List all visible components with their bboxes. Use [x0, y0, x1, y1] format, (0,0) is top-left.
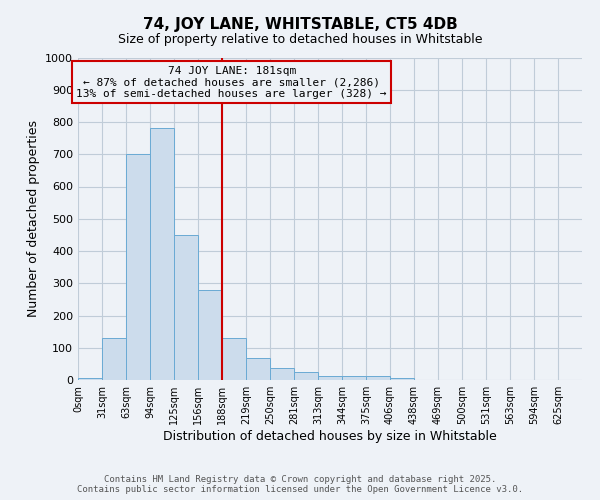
- Bar: [102, 338, 126, 380]
- Bar: [270, 368, 294, 380]
- Bar: [150, 128, 174, 380]
- Bar: [294, 372, 318, 380]
- X-axis label: Distribution of detached houses by size in Whitstable: Distribution of detached houses by size …: [163, 430, 497, 443]
- Text: 74, JOY LANE, WHITSTABLE, CT5 4DB: 74, JOY LANE, WHITSTABLE, CT5 4DB: [143, 18, 457, 32]
- Text: 74 JOY LANE: 181sqm
← 87% of detached houses are smaller (2,286)
13% of semi-det: 74 JOY LANE: 181sqm ← 87% of detached ho…: [76, 66, 387, 99]
- Bar: [78, 378, 102, 380]
- Bar: [318, 376, 342, 380]
- Text: Contains HM Land Registry data © Crown copyright and database right 2025.
Contai: Contains HM Land Registry data © Crown c…: [77, 474, 523, 494]
- Bar: [126, 154, 150, 380]
- Bar: [174, 235, 198, 380]
- Bar: [246, 358, 270, 380]
- Bar: [390, 378, 414, 380]
- Y-axis label: Number of detached properties: Number of detached properties: [26, 120, 40, 318]
- Bar: [198, 290, 222, 380]
- Bar: [342, 376, 366, 380]
- Text: Size of property relative to detached houses in Whitstable: Size of property relative to detached ho…: [118, 32, 482, 46]
- Bar: [222, 338, 246, 380]
- Bar: [366, 376, 390, 380]
